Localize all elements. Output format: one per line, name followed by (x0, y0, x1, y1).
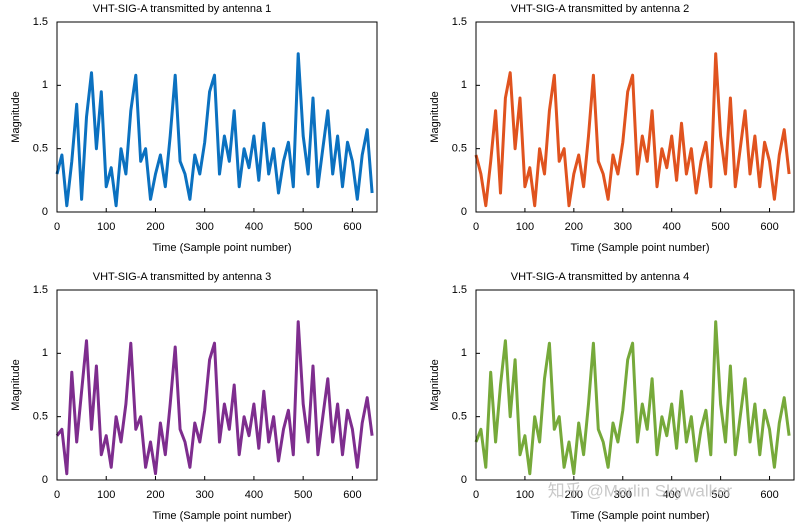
y-tick-label: 0 (461, 474, 467, 486)
x-tick-label: 500 (294, 489, 312, 501)
y-tick-label: 1 (42, 79, 48, 91)
x-axis-label: Time (Sample point number) (153, 510, 292, 522)
x-tick-label: 0 (54, 489, 60, 501)
x-tick-label: 0 (473, 221, 479, 233)
x-tick-label: 600 (343, 221, 361, 233)
x-tick-label: 200 (146, 489, 164, 501)
x-tick-label: 400 (663, 221, 681, 233)
x-tick-label: 100 (97, 221, 115, 233)
plot-frame (475, 21, 795, 213)
y-tick-label: 1.5 (452, 284, 467, 296)
x-tick-label: 100 (97, 489, 115, 501)
x-tick-label: 600 (760, 489, 778, 501)
panel: VHT-SIG-A transmitted by antenna 2 Time (… (429, 3, 795, 254)
y-tick-label: 0.5 (452, 143, 467, 155)
signal-line (474, 52, 791, 208)
x-tick-label: 300 (196, 489, 214, 501)
x-tick-label: 400 (245, 221, 263, 233)
x-tick-label: 500 (294, 221, 312, 233)
x-tick-label: 600 (760, 221, 778, 233)
x-tick-label: 0 (473, 489, 479, 501)
x-tick-label: 200 (146, 221, 164, 233)
plot-frame (475, 289, 795, 481)
y-axis-label: Magnitude (10, 91, 22, 142)
y-tick-label: 1.5 (33, 284, 48, 296)
x-tick-label: 300 (614, 489, 632, 501)
watermark: 知乎 @Merlin Skywalker (548, 481, 733, 500)
panel: VHT-SIG-A transmitted by antenna 3 Time (… (10, 271, 378, 522)
y-axis-label: Magnitude (429, 91, 441, 142)
x-tick-label: 600 (343, 489, 361, 501)
x-tick-label: 0 (54, 221, 60, 233)
x-axis-label: Time (Sample point number) (571, 242, 710, 254)
y-axis-label: Magnitude (429, 359, 441, 410)
x-tick-label: 100 (516, 489, 534, 501)
chart-title: VHT-SIG-A transmitted by antenna 1 (93, 3, 272, 15)
x-tick-label: 300 (196, 221, 214, 233)
y-axis-label: Magnitude (10, 359, 22, 410)
y-tick-label: 0 (42, 474, 48, 486)
plot-frame (56, 21, 378, 213)
y-tick-label: 1.5 (452, 16, 467, 28)
x-tick-label: 500 (711, 221, 729, 233)
signal-line (55, 320, 374, 476)
plot-frame (56, 289, 378, 481)
y-tick-label: 1 (42, 347, 48, 359)
y-tick-label: 0.5 (33, 143, 48, 155)
y-tick-label: 0 (42, 206, 48, 218)
y-tick-label: 1.5 (33, 16, 48, 28)
x-tick-label: 300 (614, 221, 632, 233)
y-tick-label: 1 (461, 347, 467, 359)
signal-line (474, 320, 791, 476)
panel: VHT-SIG-A transmitted by antenna 4 Time (… (429, 271, 795, 522)
x-tick-label: 500 (711, 489, 729, 501)
chart-title: VHT-SIG-A transmitted by antenna 2 (511, 3, 690, 15)
signal-line (55, 52, 374, 208)
y-tick-label: 1 (461, 79, 467, 91)
y-tick-label: 0 (461, 206, 467, 218)
x-axis-label: Time (Sample point number) (153, 242, 292, 254)
y-tick-label: 0.5 (33, 411, 48, 423)
chart-title: VHT-SIG-A transmitted by antenna 3 (93, 271, 272, 283)
x-tick-label: 400 (663, 489, 681, 501)
x-tick-label: 200 (565, 221, 583, 233)
y-tick-label: 0.5 (452, 411, 467, 423)
chart-title: VHT-SIG-A transmitted by antenna 4 (511, 271, 690, 283)
panel: VHT-SIG-A transmitted by antenna 1 Time (… (10, 3, 378, 254)
x-tick-label: 400 (245, 489, 263, 501)
x-tick-label: 100 (516, 221, 534, 233)
x-tick-label: 200 (565, 489, 583, 501)
x-axis-label: Time (Sample point number) (571, 510, 710, 522)
